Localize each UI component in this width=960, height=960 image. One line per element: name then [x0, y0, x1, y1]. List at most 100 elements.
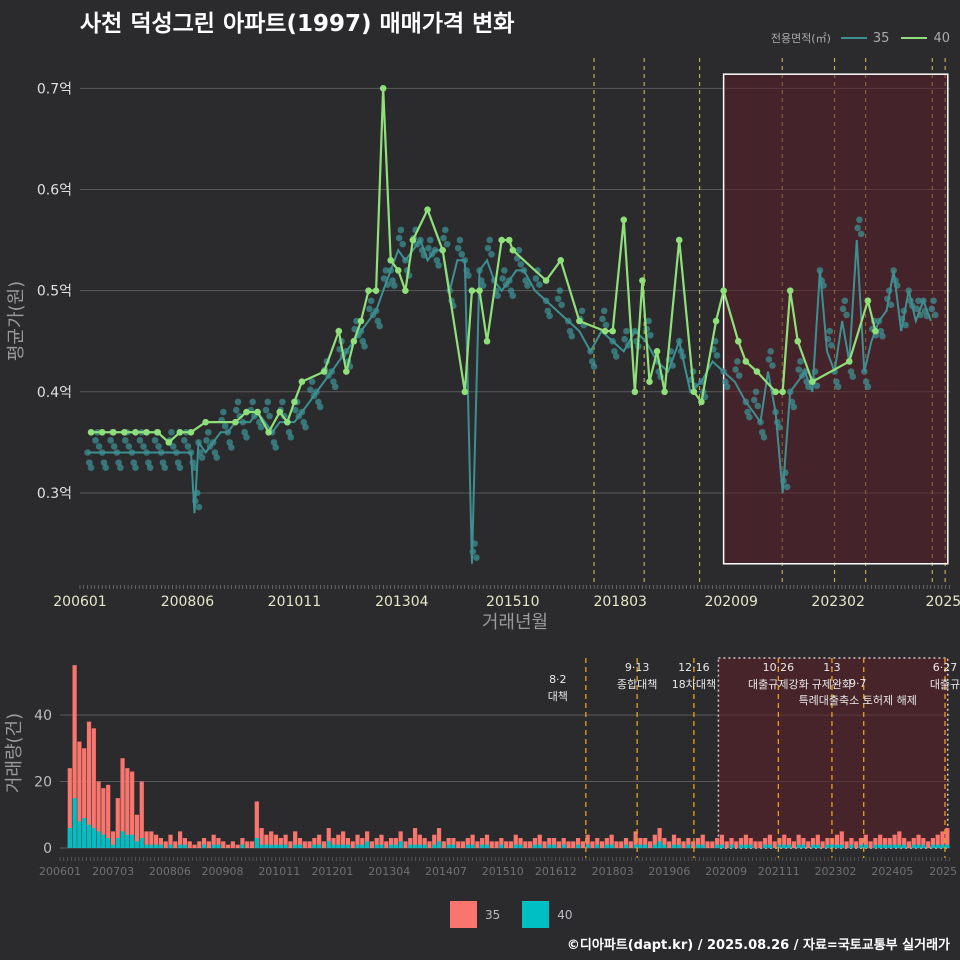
point-40: [276, 408, 284, 416]
bar-40: [729, 844, 734, 848]
x-tick-label: 2025: [926, 594, 960, 610]
bar-35: [139, 781, 144, 848]
point-35: [713, 352, 721, 359]
bar-40: [695, 844, 701, 848]
bar-35: [86, 721, 92, 848]
bar-40: [336, 844, 341, 848]
point-35: [359, 337, 367, 345]
point-35: [117, 464, 124, 471]
point-35: [599, 315, 606, 323]
point-40: [690, 388, 698, 396]
bar-35: [652, 834, 657, 848]
bar-35: [715, 838, 720, 848]
point-35: [744, 408, 751, 416]
bar-35: [182, 838, 187, 848]
point-35: [458, 250, 466, 258]
point-40: [872, 327, 879, 335]
policy-label: 8·2: [549, 673, 567, 686]
point-35: [621, 335, 628, 343]
point-35: [532, 275, 540, 282]
point-35: [499, 275, 506, 282]
point-35: [100, 459, 108, 466]
bar-35: [379, 834, 384, 848]
y-tick-label: 0.7억: [37, 81, 72, 97]
bar-35: [599, 841, 605, 848]
bar-40: [719, 844, 725, 848]
y-tick-label: 0.4억: [37, 385, 72, 401]
bar-35: [892, 834, 897, 848]
bar-35: [753, 841, 758, 848]
bar-40: [67, 828, 72, 848]
point-35: [645, 317, 652, 325]
bar-35: [523, 841, 528, 848]
bar-40: [283, 844, 288, 848]
point-35: [834, 383, 842, 391]
point-35: [161, 464, 169, 471]
bar-40: [810, 844, 816, 848]
bar-35: [662, 838, 667, 848]
bar-40: [743, 844, 749, 848]
point-35: [136, 437, 144, 444]
bar-35: [590, 841, 595, 848]
bar-40: [652, 844, 657, 848]
bar-35: [762, 838, 768, 848]
bar-40: [125, 834, 130, 848]
point-35: [308, 378, 316, 385]
bar-35: [106, 784, 111, 848]
policy-label: 1·3: [823, 661, 841, 674]
bar-40: [91, 828, 96, 848]
point-40: [372, 287, 380, 294]
bar-40: [623, 844, 629, 848]
point-35: [155, 443, 162, 450]
x-tick-label: 201803: [592, 865, 634, 878]
x-tick-label: 200806: [161, 594, 215, 610]
point-35: [765, 356, 773, 363]
bar-40: [671, 844, 677, 848]
bar-35: [580, 841, 585, 848]
point-40: [291, 398, 298, 406]
bar-35: [791, 841, 796, 848]
bar-35: [508, 841, 514, 848]
x-tick-label: 201510: [486, 594, 539, 610]
x-tick-label: 201304: [368, 865, 410, 878]
x-tick-label: 201407: [425, 865, 467, 878]
x-tick-label: 200806: [149, 865, 191, 878]
bar-35: [259, 828, 264, 848]
point-35: [146, 464, 154, 471]
bar-40: [513, 844, 518, 848]
bar-40: [168, 844, 173, 848]
bar-40: [158, 844, 164, 848]
point-35: [176, 464, 184, 471]
point-40: [343, 368, 350, 375]
bar-35: [940, 831, 945, 848]
bar-35: [724, 841, 729, 848]
point-40: [609, 327, 616, 335]
bar-35: [858, 838, 864, 848]
point-40: [439, 246, 446, 254]
bar-35: [873, 838, 878, 848]
bar-35: [902, 838, 907, 848]
bar-40: [825, 844, 830, 848]
bar-35: [729, 838, 734, 848]
bar-35: [398, 831, 403, 848]
bar-35: [705, 841, 710, 848]
bar-35: [149, 831, 154, 848]
point-35: [426, 236, 434, 244]
bar-40: [365, 841, 370, 848]
x-tick-label: 201304: [375, 594, 429, 610]
bar-35: [647, 841, 653, 848]
y-tick-label: 20: [34, 775, 52, 791]
x-tick-label: 201201: [311, 865, 353, 878]
bar-35: [312, 838, 317, 848]
bar-40: [317, 844, 322, 848]
point-40: [675, 236, 683, 244]
point-40: [335, 327, 343, 335]
point-40: [202, 418, 209, 426]
bar-35: [130, 771, 135, 848]
point-35: [169, 443, 177, 450]
bar-35: [796, 834, 801, 848]
point-40: [498, 236, 505, 244]
bar-40: [130, 834, 135, 848]
bar-35: [571, 841, 576, 848]
